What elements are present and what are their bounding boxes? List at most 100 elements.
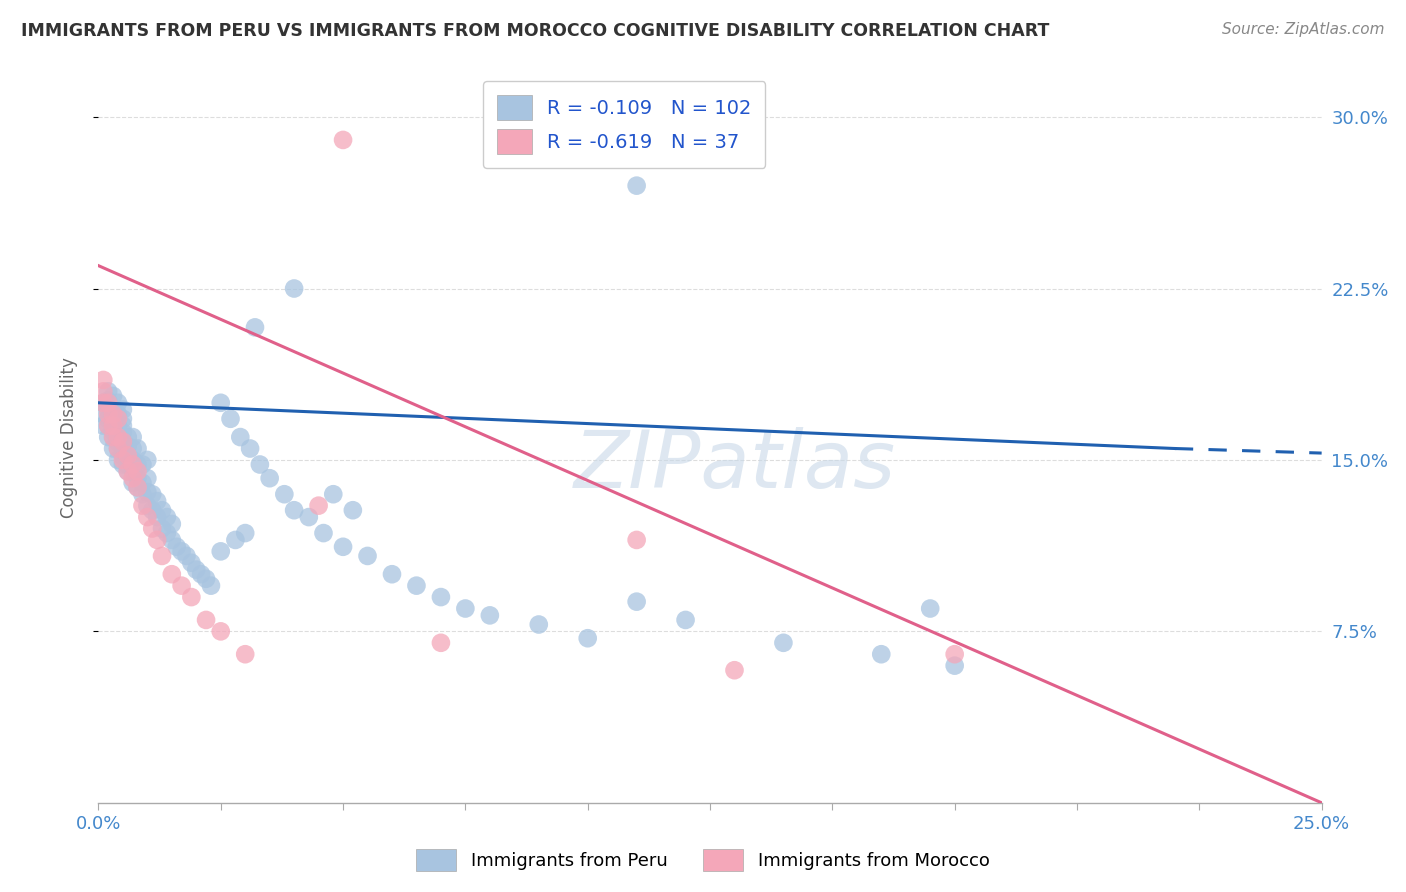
Point — [107, 442, 129, 456]
Point — [249, 458, 271, 472]
Point — [233, 526, 256, 541]
Point — [136, 510, 159, 524]
Text: ZIPatlas: ZIPatlas — [574, 427, 896, 506]
Point — [356, 549, 378, 563]
Point — [121, 471, 143, 485]
Point — [107, 407, 129, 421]
Point — [170, 544, 193, 558]
Point — [166, 540, 188, 554]
Point — [97, 402, 120, 417]
Point — [943, 658, 966, 673]
Point — [146, 494, 169, 508]
Point — [943, 647, 966, 661]
Point — [430, 636, 453, 650]
Point — [97, 412, 120, 426]
Point — [91, 418, 114, 433]
Point — [298, 510, 321, 524]
Point — [101, 407, 124, 421]
Legend: R = -0.109   N = 102, R = -0.619   N = 37: R = -0.109 N = 102, R = -0.619 N = 37 — [484, 81, 765, 168]
Point — [150, 503, 173, 517]
Point — [111, 442, 134, 456]
Point — [141, 487, 163, 501]
Point — [111, 425, 134, 440]
Point — [170, 579, 193, 593]
Point — [920, 601, 942, 615]
Point — [131, 487, 153, 501]
Point — [675, 613, 697, 627]
Point — [97, 396, 120, 410]
Point — [527, 617, 550, 632]
Point — [101, 414, 124, 428]
Point — [101, 402, 124, 417]
Point — [101, 389, 124, 403]
Point — [107, 412, 129, 426]
Point — [111, 418, 134, 433]
Point — [723, 663, 745, 677]
Point — [312, 526, 335, 541]
Point — [101, 430, 124, 444]
Point — [381, 567, 404, 582]
Point — [136, 485, 159, 500]
Point — [146, 533, 169, 547]
Point — [200, 579, 222, 593]
Point — [101, 442, 124, 456]
Point — [111, 449, 134, 463]
Point — [156, 526, 179, 541]
Point — [131, 458, 153, 472]
Point — [136, 499, 159, 513]
Point — [478, 608, 501, 623]
Point — [127, 480, 149, 494]
Point — [97, 384, 120, 399]
Point — [127, 471, 149, 485]
Point — [107, 425, 129, 440]
Point — [332, 133, 354, 147]
Point — [626, 178, 648, 193]
Point — [117, 464, 139, 478]
Point — [146, 510, 169, 524]
Point — [136, 453, 159, 467]
Point — [430, 590, 453, 604]
Point — [176, 549, 198, 563]
Point — [111, 453, 134, 467]
Point — [283, 503, 305, 517]
Point — [111, 434, 134, 449]
Point — [224, 533, 246, 547]
Point — [229, 430, 252, 444]
Point — [233, 647, 256, 661]
Point — [101, 423, 124, 437]
Point — [121, 453, 143, 467]
Point — [239, 442, 262, 456]
Point — [117, 458, 139, 472]
Point — [141, 521, 163, 535]
Point — [121, 475, 143, 490]
Point — [117, 430, 139, 444]
Point — [121, 430, 143, 444]
Point — [117, 464, 139, 478]
Point — [91, 407, 114, 421]
Point — [283, 281, 305, 295]
Point — [127, 480, 149, 494]
Point — [454, 601, 477, 615]
Point — [308, 499, 330, 513]
Point — [195, 572, 218, 586]
Y-axis label: Cognitive Disability: Cognitive Disability — [59, 357, 77, 517]
Point — [107, 453, 129, 467]
Point — [107, 418, 129, 433]
Point — [180, 590, 202, 604]
Point — [101, 418, 124, 433]
Point — [97, 418, 120, 433]
Point — [209, 544, 232, 558]
Point — [121, 442, 143, 456]
Point — [91, 396, 114, 410]
Point — [870, 647, 893, 661]
Point — [772, 636, 794, 650]
Point — [107, 434, 129, 449]
Point — [576, 632, 599, 646]
Point — [97, 407, 120, 421]
Point — [111, 434, 134, 449]
Point — [209, 624, 232, 639]
Point — [150, 521, 173, 535]
Point — [101, 430, 124, 444]
Point — [91, 373, 114, 387]
Point — [111, 458, 134, 472]
